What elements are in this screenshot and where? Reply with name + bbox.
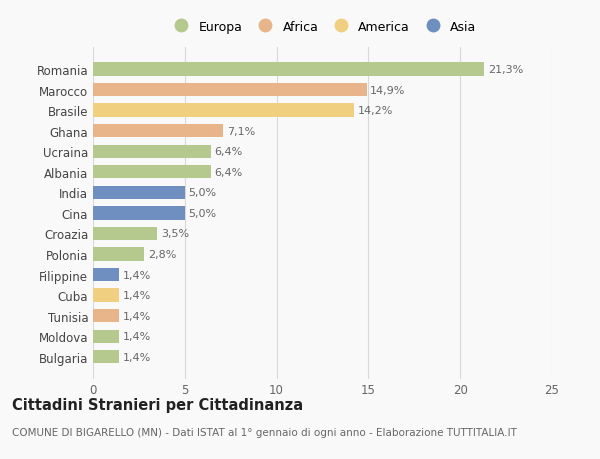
Bar <box>93 125 223 138</box>
Text: 14,9%: 14,9% <box>370 85 406 95</box>
Text: 1,4%: 1,4% <box>122 311 151 321</box>
Text: 1,4%: 1,4% <box>122 331 151 341</box>
Text: 6,4%: 6,4% <box>214 168 242 178</box>
Text: 2,8%: 2,8% <box>148 249 176 259</box>
Text: 7,1%: 7,1% <box>227 126 255 136</box>
Bar <box>93 248 145 261</box>
Text: Cittadini Stranieri per Cittadinanza: Cittadini Stranieri per Cittadinanza <box>12 397 303 412</box>
Bar <box>93 330 119 343</box>
Bar <box>93 289 119 302</box>
Text: 1,4%: 1,4% <box>122 352 151 362</box>
Text: 1,4%: 1,4% <box>122 270 151 280</box>
Bar <box>93 166 211 179</box>
Bar <box>93 309 119 323</box>
Text: 1,4%: 1,4% <box>122 291 151 301</box>
Bar <box>93 104 354 118</box>
Text: COMUNE DI BIGARELLO (MN) - Dati ISTAT al 1° gennaio di ogni anno - Elaborazione : COMUNE DI BIGARELLO (MN) - Dati ISTAT al… <box>12 427 517 437</box>
Text: 21,3%: 21,3% <box>488 65 523 75</box>
Bar <box>93 350 119 364</box>
Bar <box>93 227 157 241</box>
Bar <box>93 84 367 97</box>
Bar <box>93 63 484 77</box>
Bar <box>93 186 185 200</box>
Text: 14,2%: 14,2% <box>358 106 393 116</box>
Text: 5,0%: 5,0% <box>188 188 217 198</box>
Bar <box>93 145 211 158</box>
Bar <box>93 207 185 220</box>
Text: 6,4%: 6,4% <box>214 147 242 157</box>
Text: 3,5%: 3,5% <box>161 229 189 239</box>
Bar <box>93 269 119 282</box>
Text: 5,0%: 5,0% <box>188 208 217 218</box>
Legend: Europa, Africa, America, Asia: Europa, Africa, America, Asia <box>166 18 479 36</box>
